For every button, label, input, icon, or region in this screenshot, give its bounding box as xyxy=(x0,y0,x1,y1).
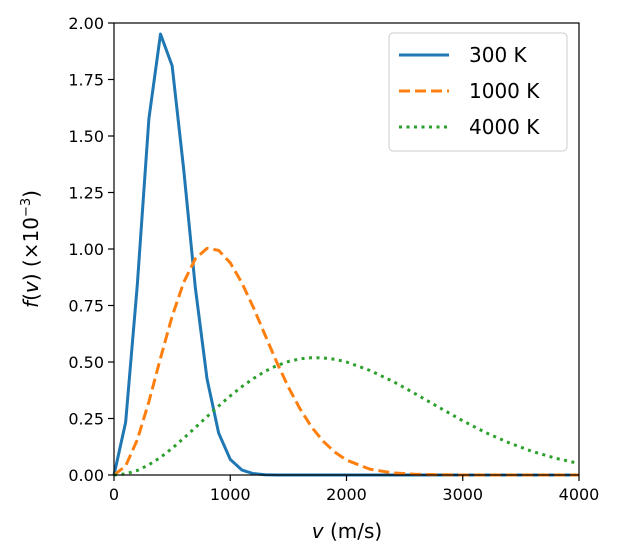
series-line-2 xyxy=(113,356,580,477)
legend-label-0: 300 K xyxy=(469,43,528,67)
y-axis-label-scale: (×10 xyxy=(19,217,43,273)
y-tick-label: 1.75 xyxy=(68,71,104,90)
y-tick-label: 0.50 xyxy=(68,353,104,372)
y-tick-label: 0.25 xyxy=(68,410,104,429)
x-axis-label-unit: (m/s) xyxy=(324,519,383,543)
y-axis-label-close: ) xyxy=(19,190,43,198)
x-tick-label: 2000 xyxy=(326,485,367,504)
x-ticks: 0 1000 2000 3000 4000 xyxy=(109,475,599,504)
x-tick-label: 4000 xyxy=(559,485,600,504)
y-axis-label-var: v xyxy=(19,280,43,293)
y-axis-label-exponent: −3 xyxy=(19,198,34,217)
y-axis-label-func: f xyxy=(19,298,43,308)
legend-label-2: 4000 K xyxy=(469,115,540,139)
y-axis-label-open-paren: ( xyxy=(19,293,43,301)
x-axis-label: v (m/s) xyxy=(312,519,382,543)
y-axis-label-close-paren: ) xyxy=(19,273,43,281)
legend-box xyxy=(388,32,568,152)
legend: 300 K 1000 K 4000 K xyxy=(388,32,568,152)
x-tick-label: 0 xyxy=(109,485,119,504)
y-tick-label: 1.00 xyxy=(68,240,104,259)
y-tick-label: 0.00 xyxy=(68,466,104,485)
legend-entries: 300 K 1000 K 4000 K xyxy=(399,43,540,139)
x-tick-label: 3000 xyxy=(442,485,483,504)
y-tick-label: 2.00 xyxy=(68,14,104,33)
y-ticks: 0.00 0.25 0.50 0.75 1.00 1.25 1.50 1.75 2.00 xyxy=(68,14,114,485)
legend-label-1: 1000 K xyxy=(469,79,540,103)
x-tick-label: 1000 xyxy=(210,485,251,504)
y-axis-label: f(v) (×10−3) xyxy=(19,190,43,308)
y-tick-label: 0.75 xyxy=(68,297,104,316)
x-axis-label-var: v xyxy=(312,519,325,543)
y-tick-label: 1.25 xyxy=(68,184,104,203)
y-tick-label: 1.50 xyxy=(68,127,104,146)
